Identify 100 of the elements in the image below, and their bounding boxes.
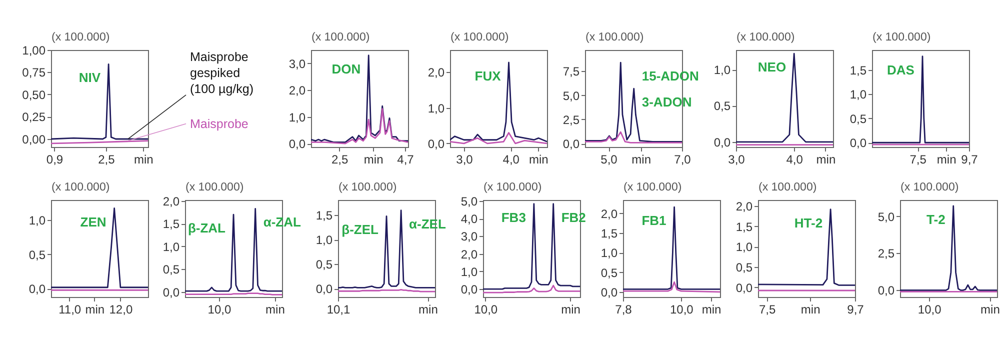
x-tick-label: 10,0 — [474, 302, 498, 316]
line-series — [311, 108, 408, 144]
x-tick-label: min — [816, 152, 836, 166]
x-tick-label: min — [418, 302, 438, 316]
y-tick-label: 2,5 — [878, 246, 895, 261]
x-tick-label: 10,0 — [918, 302, 942, 316]
y-tick-label: 1,5 — [850, 63, 867, 78]
line-series — [623, 281, 720, 293]
x-tick-label: min — [632, 152, 652, 166]
y-axis-title: (x 100.000) — [484, 182, 542, 194]
y-tick-label: 1,0 — [460, 264, 478, 279]
y-tick-label: 1,5 — [600, 226, 618, 240]
y-tick-label: 0,50 — [22, 88, 46, 102]
line-series — [900, 205, 997, 291]
x-tick-label: min — [800, 302, 820, 316]
y-tick-label: 1,5 — [736, 220, 753, 234]
y-tick-label: 1,0 — [316, 233, 333, 248]
annotation: FB1 — [642, 213, 666, 228]
line-series — [585, 131, 682, 144]
y-tick-label: 0,0 — [736, 280, 753, 295]
x-tick-label: 10,0 — [670, 302, 694, 316]
y-tick-label: 0,0 — [878, 284, 895, 298]
y-axis-title: (x 100.000) — [736, 32, 795, 44]
x-tick-label: min — [364, 152, 384, 166]
annotation: NIV — [78, 70, 101, 86]
annotation: DAS — [887, 62, 915, 78]
y-tick-label: 0,5 — [28, 248, 46, 262]
annotation: HT-2 — [794, 215, 823, 230]
y-tick-label: 0,5 — [736, 260, 753, 274]
x-tick-label: 4,7 — [397, 152, 414, 166]
x-tick-label: 12,0 — [109, 302, 133, 316]
y-tick-label: 0,75 — [22, 66, 46, 80]
y-tick-label: 5,0 — [562, 88, 580, 103]
x-tick-label: min — [266, 302, 285, 316]
y-axis-title: (x 100.000) — [186, 182, 244, 194]
y-tick-label: 1,0 — [428, 101, 445, 116]
y-tick-label: 1,0 — [736, 240, 753, 254]
x-tick-label: min — [134, 152, 154, 166]
y-tick-label: 5,0 — [878, 210, 895, 224]
y-axis-title: (x 100.000) — [312, 32, 370, 44]
y-tick-label: 0,0 — [316, 282, 333, 296]
y-tick-label: 1,0 — [288, 110, 306, 124]
x-tick-label: 2,5 — [98, 152, 116, 166]
x-tick-label: 0,9 — [46, 152, 64, 166]
text: Maisprobe gespiked (100 µg/kg) — [190, 50, 254, 96]
y-axis-title: (x 100.000) — [586, 32, 644, 44]
x-tick-label: min — [528, 152, 548, 166]
annotation: NEO — [758, 60, 786, 75]
x-tick-label: 7,5 — [910, 152, 927, 166]
y-axis-title: (x 100.000) — [872, 32, 931, 44]
y-tick-label: 0,0 — [28, 282, 46, 296]
y-tick-label: 0,5 — [162, 262, 180, 277]
x-tick-label: 7,5 — [758, 302, 776, 316]
y-axis-title: (x 100.000) — [52, 182, 110, 194]
y-axis-title: (x 100.000) — [624, 182, 682, 194]
y-tick-label: 1,0 — [600, 246, 618, 260]
y-tick-label: 0,0 — [460, 282, 478, 297]
y-tick-label: 1,0 — [850, 88, 867, 102]
y-axis-title: (x 100.000) — [758, 182, 817, 194]
x-tick-label: min — [561, 302, 580, 316]
y-tick-label: 0,0 — [428, 136, 445, 151]
line-series — [736, 52, 833, 143]
x-tick-label: 4,0 — [502, 152, 520, 166]
x-tick-label: 10,0 — [208, 302, 232, 316]
line-series — [758, 208, 855, 286]
y-tick-label: 2,5 — [562, 112, 580, 127]
x-tick-label: 7,0 — [674, 152, 692, 166]
line-series — [311, 54, 408, 143]
line-series — [623, 206, 720, 290]
y-tick-label: 0,25 — [22, 110, 46, 124]
y-axis-title: (x 100.000) — [52, 32, 110, 44]
x-tick-label: 10,1 — [326, 302, 350, 316]
y-tick-label: 2,0 — [736, 200, 753, 214]
x-tick-label: 9,7 — [961, 152, 978, 166]
line-series — [51, 64, 148, 140]
y-tick-label: 3,0 — [460, 230, 478, 244]
annotation: β-ZAL — [188, 220, 226, 236]
y-tick-label: 2,0 — [428, 66, 445, 80]
y-axis-title: (x 100.000) — [900, 182, 959, 194]
y-tick-label: 0,0 — [600, 285, 618, 300]
y-tick-label: 5,0 — [460, 194, 478, 208]
y-tick-label: 2,0 — [600, 206, 618, 221]
annotation: β-ZEL — [342, 222, 379, 238]
x-tick-label: min — [85, 302, 105, 316]
x-tick-label: 4,0 — [786, 152, 804, 166]
y-tick-label: 3,0 — [288, 56, 306, 71]
x-tick-label: 2,5 — [332, 152, 349, 166]
y-tick-label: 1,0 — [28, 213, 46, 228]
x-tick-label: min — [936, 152, 956, 166]
annotation: FB3 — [501, 210, 526, 225]
y-axis-title: (x 100.000) — [338, 182, 397, 194]
y-tick-label: 7,5 — [562, 64, 580, 79]
y-tick-label: 0,0 — [162, 285, 180, 300]
x-tick-label: min — [980, 302, 1000, 316]
y-tick-label: 1,5 — [316, 208, 333, 223]
annotation: DON — [332, 61, 361, 76]
annotation: FUX — [474, 68, 502, 84]
y-tick-label: 1,5 — [162, 217, 180, 232]
y-tick-label: 1,0 — [714, 63, 731, 78]
line-series — [450, 62, 547, 142]
